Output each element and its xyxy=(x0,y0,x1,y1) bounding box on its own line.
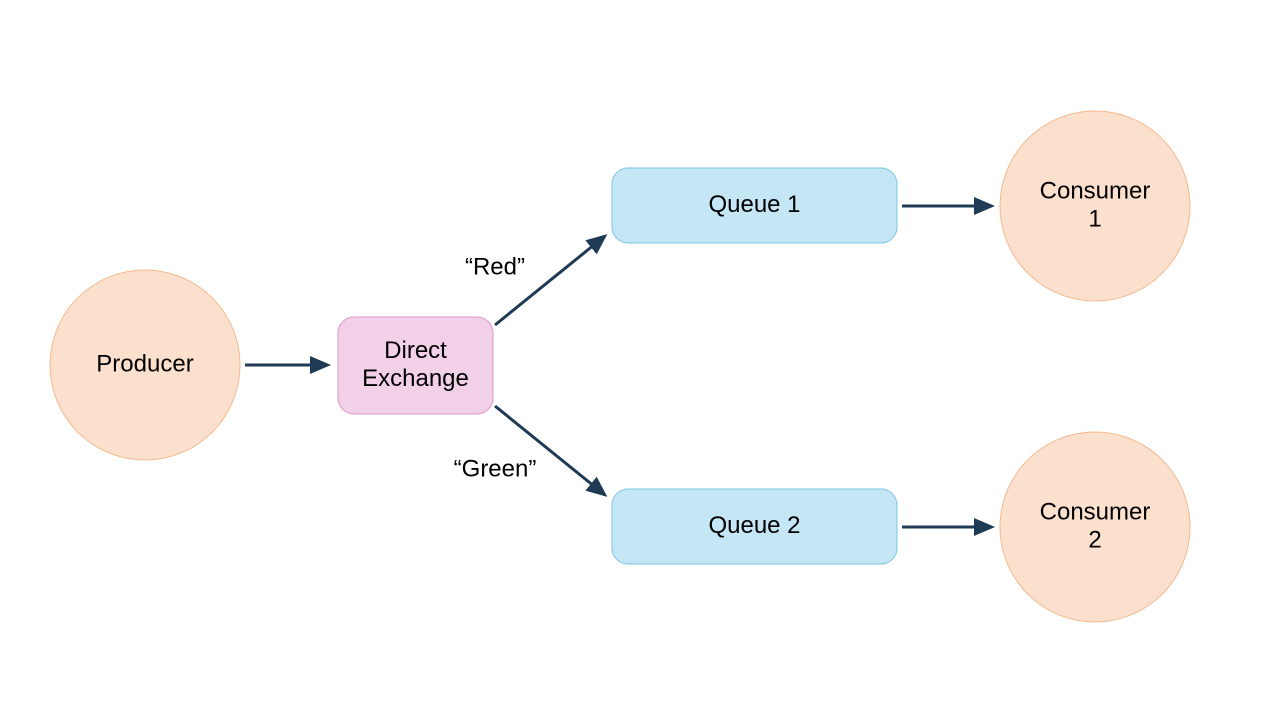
edge-label-green: “Green” xyxy=(454,455,537,482)
diagram-canvas: “Red” “Green” Producer Direct Exchange Q… xyxy=(0,0,1280,720)
queue2-node: Queue 2 xyxy=(612,489,897,564)
queue1-label: Queue 1 xyxy=(708,191,800,218)
consumer1-node: Consumer 1 xyxy=(1000,111,1190,301)
consumer1-label-line1: Consumer xyxy=(1040,177,1151,204)
consumer2-label-line2: 2 xyxy=(1088,526,1101,553)
exchange-label-line2: Exchange xyxy=(362,365,469,392)
consumer1-label-line2: 1 xyxy=(1088,205,1101,232)
edge-exchange-queue2: “Green” xyxy=(454,406,605,495)
producer-label: Producer xyxy=(96,350,193,377)
producer-node: Producer xyxy=(50,270,240,460)
exchange-node: Direct Exchange xyxy=(338,317,493,414)
queue1-node: Queue 1 xyxy=(612,168,897,243)
edge-exchange-queue1: “Red” xyxy=(465,236,605,325)
edge-label-red: “Red” xyxy=(465,253,525,280)
exchange-label-line1: Direct xyxy=(384,337,447,364)
queue2-label: Queue 2 xyxy=(708,512,800,539)
consumer2-node: Consumer 2 xyxy=(1000,432,1190,622)
consumer2-label-line1: Consumer xyxy=(1040,498,1151,525)
